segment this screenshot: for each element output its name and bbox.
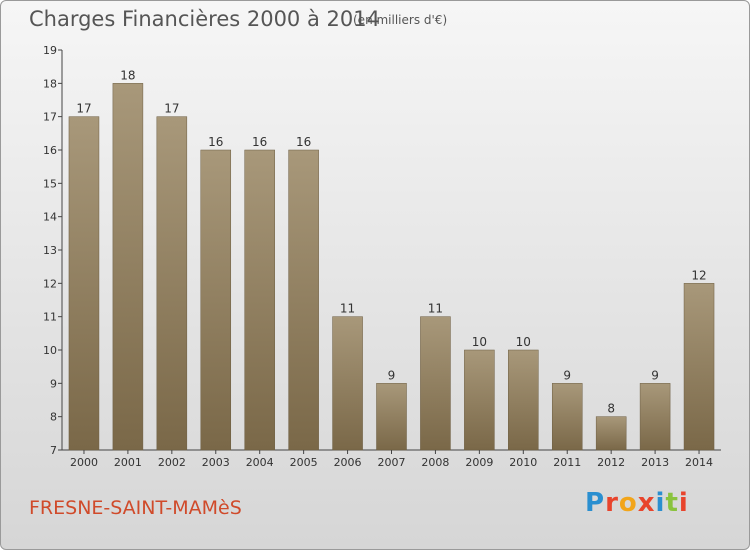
x-tick-label: 2000 (70, 456, 98, 469)
logo-letter: t (665, 488, 679, 518)
logo-letter: i (655, 488, 666, 518)
proxiti-logo[interactable]: Proxiti (585, 488, 689, 518)
y-tick-label: 14 (43, 211, 57, 224)
bar (156, 116, 188, 451)
x-tick-label: 2010 (509, 456, 537, 469)
bar (508, 349, 539, 451)
chart-title: Charges Financières 2000 à 2014 (29, 7, 380, 31)
logo-letter: r (605, 488, 619, 518)
bar-value-label: 16 (252, 135, 267, 149)
y-tick-label: 11 (43, 311, 57, 324)
x-tick-label: 2014 (685, 456, 713, 469)
x-tick-label: 2007 (378, 456, 406, 469)
bar (376, 383, 407, 451)
town-name: FRESNE-SAINT-MAMèS (29, 497, 242, 519)
x-tick-label: 2009 (465, 456, 493, 469)
plot-area: 7 8 9 10 11 12 13 14 15 16 17 18 19 17 2000 18 2001 17 200… (43, 44, 721, 469)
y-tick-label: 19 (43, 44, 57, 57)
bar (683, 283, 715, 451)
bar (288, 149, 319, 451)
bar (244, 149, 275, 451)
bar-value-label: 9 (563, 368, 571, 382)
y-tick-label: 16 (43, 144, 57, 157)
x-tick-label: 2011 (553, 456, 581, 469)
x-tick-label: 2004 (246, 456, 274, 469)
bar-value-label: 11 (340, 302, 355, 316)
bar-value-label: 8 (607, 402, 615, 416)
bar-value-label: 12 (691, 268, 706, 282)
y-tick-label: 18 (43, 77, 57, 90)
bar (200, 149, 232, 451)
bar (68, 116, 100, 451)
bar-value-label: 9 (388, 368, 396, 382)
x-tick-label: 2003 (202, 456, 230, 469)
x-tick-label: 2008 (421, 456, 449, 469)
bar (551, 383, 583, 451)
logo-letter: x (637, 488, 656, 518)
y-tick-label: 17 (43, 111, 57, 124)
bar-value-label: 17 (76, 102, 91, 116)
y-tick-label: 7 (50, 444, 57, 457)
bar (595, 416, 627, 451)
y-tick-label: 13 (43, 244, 57, 257)
y-tick-label: 9 (50, 377, 57, 390)
bar (464, 349, 495, 451)
x-tick-label: 2002 (158, 456, 186, 469)
bar-value-label: 18 (120, 68, 135, 82)
x-tick-label: 2006 (334, 456, 362, 469)
bar (420, 316, 451, 451)
bar (332, 316, 363, 451)
bar-value-label: 11 (428, 302, 443, 316)
bar-value-label: 10 (516, 335, 531, 349)
x-tick-label: 2013 (641, 456, 669, 469)
bar-value-label: 16 (296, 135, 311, 149)
bar-value-label: 10 (472, 335, 487, 349)
y-tick-label: 15 (43, 177, 57, 190)
logo-letter: i (678, 488, 689, 518)
bar-value-label: 17 (164, 102, 179, 116)
logo-letter: P (585, 488, 606, 518)
bar (112, 83, 144, 451)
chart-subtitle: (en milliers d'€) (353, 13, 448, 27)
bar (639, 383, 671, 451)
x-tick-label: 2001 (114, 456, 142, 469)
x-tick-label: 2012 (597, 456, 625, 469)
bar-value-label: 9 (651, 368, 659, 382)
x-tick-label: 2005 (290, 456, 318, 469)
y-tick-label: 8 (50, 411, 57, 424)
bar-value-label: 16 (208, 135, 223, 149)
y-tick-label: 10 (43, 344, 57, 357)
logo-letter: o (618, 488, 638, 518)
y-tick-label: 12 (43, 277, 57, 290)
